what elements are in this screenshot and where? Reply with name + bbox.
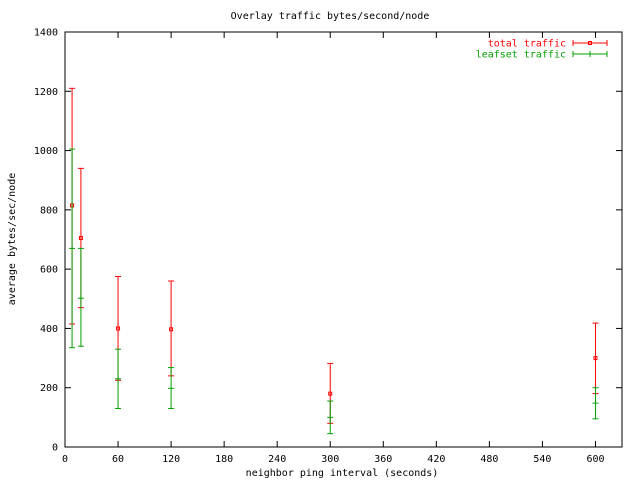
errorbar-1-2 (115, 348, 122, 409)
x-tick-label-10: 600 (586, 454, 604, 465)
series-1 (69, 148, 599, 435)
x-tick-label-1: 60 (112, 454, 124, 465)
errorbar-1-1 (77, 247, 84, 347)
x-tick-label-0: 0 (62, 454, 68, 465)
y-tick-label-2: 400 (40, 324, 58, 335)
y-tick-label-7: 1400 (34, 28, 58, 39)
data-point-0-5 (593, 356, 598, 361)
x-tick-label-3: 180 (215, 454, 233, 465)
y-tick-label-0: 0 (52, 443, 58, 454)
series-layer (69, 87, 599, 435)
errorbar-0-5 (592, 322, 599, 395)
y-tick-label-3: 600 (40, 265, 58, 276)
y-axis-label: average bytes/sec/node (7, 173, 18, 305)
plot-frame (64, 31, 623, 448)
legend-label-0: total traffic (488, 39, 566, 50)
data-point-0-2 (116, 326, 121, 331)
data-point-0-1 (78, 236, 83, 241)
errorbar-1-5 (592, 387, 599, 420)
y-tick-label-6: 1200 (34, 87, 58, 98)
y-tick-label-1: 200 (40, 383, 58, 394)
x-tick-label-8: 480 (480, 454, 498, 465)
x-tick-label-9: 540 (533, 454, 551, 465)
errorbar-1-0 (69, 148, 76, 349)
x-tick-label-6: 360 (374, 454, 392, 465)
x-tick-label-2: 120 (162, 454, 180, 465)
errorbar-1-3 (168, 367, 175, 409)
data-point-0-4 (328, 391, 333, 396)
x-tick-label-5: 300 (321, 454, 339, 465)
legend-label-1: leafset traffic (476, 50, 566, 61)
legend-marker-0 (588, 41, 592, 45)
series-0 (69, 87, 599, 424)
chart-title: Overlay traffic bytes/second/node (231, 11, 430, 22)
x-tick-label-4: 240 (268, 454, 286, 465)
x-tick-label-7: 420 (427, 454, 445, 465)
y-tick-label-4: 800 (40, 205, 58, 216)
axis-ticks: 0 60 120 180 240 300 360 420 480 540 600 0 200 400 600… (34, 28, 622, 465)
errorbar-1-4 (327, 400, 334, 435)
data-point-0-3 (169, 327, 174, 332)
y-tick-label-5: 1000 (34, 146, 58, 157)
errorbar-0-3 (168, 280, 175, 377)
x-axis-label: neighbor ping interval (seconds) (246, 468, 439, 479)
